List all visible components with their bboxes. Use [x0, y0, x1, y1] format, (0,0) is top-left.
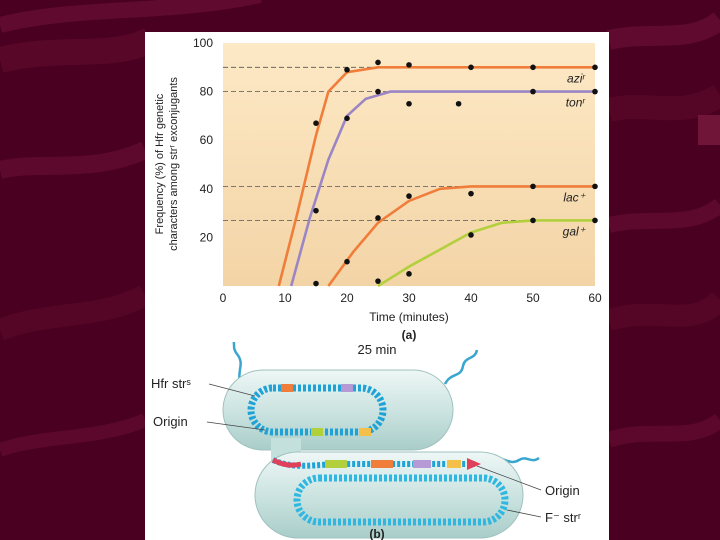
y-tick-label: 40 [200, 182, 214, 196]
recipient-label: F⁻ strʳ [545, 510, 581, 525]
data-point [406, 271, 412, 277]
y-tick-label: 20 [200, 230, 214, 244]
data-point [313, 207, 319, 214]
series-label: aziʳ [567, 71, 586, 85]
series-curve [277, 66, 595, 287]
figure-panel: 0 10 20 30 40 50 60 20 40 60 80 100 aziʳ tonʳ lac⁺ gal… [145, 32, 609, 540]
data-point [455, 100, 462, 107]
data-point [344, 115, 350, 122]
x-tick-label: 60 [588, 291, 602, 305]
x-tick-label: 20 [340, 291, 354, 305]
diagram-caption: (b) [369, 527, 384, 540]
hfr-label: Hfr strˢ [151, 376, 191, 391]
y-axis-label-line1: Frequency (%) of Hfr genetic [154, 93, 166, 234]
origin-arrow [467, 458, 481, 470]
series-label: tonʳ [566, 96, 587, 110]
data-point [468, 232, 474, 238]
origin-label-right: Origin [545, 483, 580, 498]
y-axis-label-line2: characters among strʳ exconjugants [168, 77, 180, 251]
time-label: 25 min [357, 342, 396, 357]
data-point [592, 183, 598, 190]
data-point [592, 64, 598, 71]
data-point [406, 100, 412, 107]
data-point [406, 193, 412, 199]
y-tick-label: 60 [200, 133, 214, 147]
x-axis-label: Time (minutes) [369, 310, 449, 324]
data-point [530, 183, 536, 190]
data-point [530, 64, 536, 71]
x-tick-label: 0 [220, 291, 227, 305]
plot-area [223, 43, 595, 286]
data-point [592, 88, 598, 95]
data-point [375, 88, 381, 95]
data-point [313, 280, 319, 287]
frequency-chart: 0 10 20 30 40 50 60 20 40 60 80 100 aziʳ tonʳ lac⁺ gal… [154, 36, 602, 342]
data-point [468, 190, 474, 197]
series-curve [327, 185, 595, 287]
hfr-flagellum-right [443, 349, 479, 385]
recipient-chromosome [293, 474, 509, 526]
x-tick-label: 40 [464, 291, 478, 305]
y-tick-label: 80 [200, 85, 214, 99]
data-point [530, 88, 536, 95]
recipient-cell [254, 451, 524, 539]
series-label: lac⁺ [563, 190, 586, 204]
x-tick-label: 50 [526, 291, 540, 305]
hfr-cell [222, 369, 454, 451]
data-point [375, 215, 381, 221]
data-point [592, 217, 598, 224]
data-point [530, 217, 536, 224]
data-point [375, 278, 381, 284]
x-tick-label: 30 [402, 291, 416, 305]
series-label: gal⁺ [563, 224, 587, 238]
chart-caption: (a) [402, 328, 417, 342]
data-point [468, 64, 474, 71]
y-tick-label: 100 [193, 36, 213, 50]
origin-label-left: Origin [153, 414, 188, 429]
data-point [406, 62, 412, 68]
x-tick-label: 10 [278, 291, 292, 305]
hfr-flagellum-left [232, 342, 242, 383]
data-point [344, 66, 350, 73]
data-point [375, 59, 381, 66]
data-point [344, 258, 350, 265]
conjugation-diagram: 25 min Hfr strˢ Origin Origin F⁻ strʳ (b… [151, 342, 581, 540]
data-point [313, 120, 319, 126]
